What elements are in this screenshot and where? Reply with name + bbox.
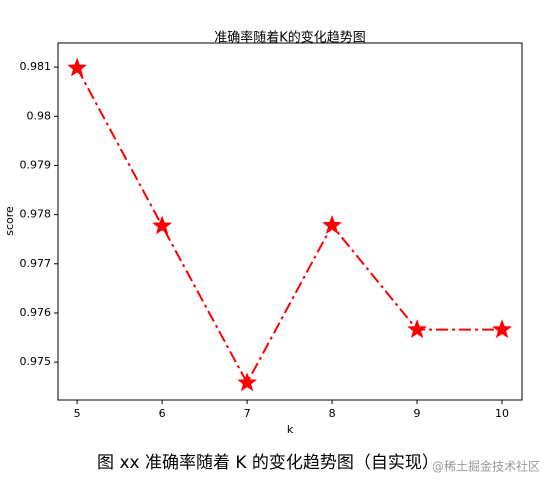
data-line (76, 67, 503, 385)
y-tick-label: 0.981 (20, 60, 52, 73)
x-tick-label: 9 (414, 407, 421, 420)
x-tick-label: 8 (329, 407, 336, 420)
y-tick-label: 0.977 (20, 257, 52, 270)
x-axis-label: k (287, 423, 294, 436)
marker (407, 319, 427, 339)
y-tick-label: 0.978 (20, 208, 52, 221)
y-tick-label: 0.979 (20, 158, 52, 171)
marker (237, 372, 257, 392)
marker (492, 319, 512, 339)
marker (67, 57, 88, 77)
marker (152, 215, 173, 235)
y-tick-label: 0.98 (27, 109, 52, 122)
y-axis-label: score (3, 206, 16, 236)
x-tick-label: 7 (244, 407, 251, 420)
y-tick-label: 0.975 (20, 355, 52, 368)
caption: 图 xx 准确率随着 K 的变化趋势图（自实现） (97, 453, 439, 473)
x-tick-label: 5 (74, 407, 81, 420)
chart-title: 准确率随着K的变化趋势图 (214, 30, 366, 46)
watermark: @稀土掘金技术社区 (432, 459, 540, 474)
x-tick-label: 6 (159, 407, 166, 420)
x-tick-label: 10 (495, 407, 509, 420)
y-tick-label: 0.976 (20, 306, 52, 319)
plot-frame (57, 42, 523, 401)
marker (322, 215, 342, 234)
